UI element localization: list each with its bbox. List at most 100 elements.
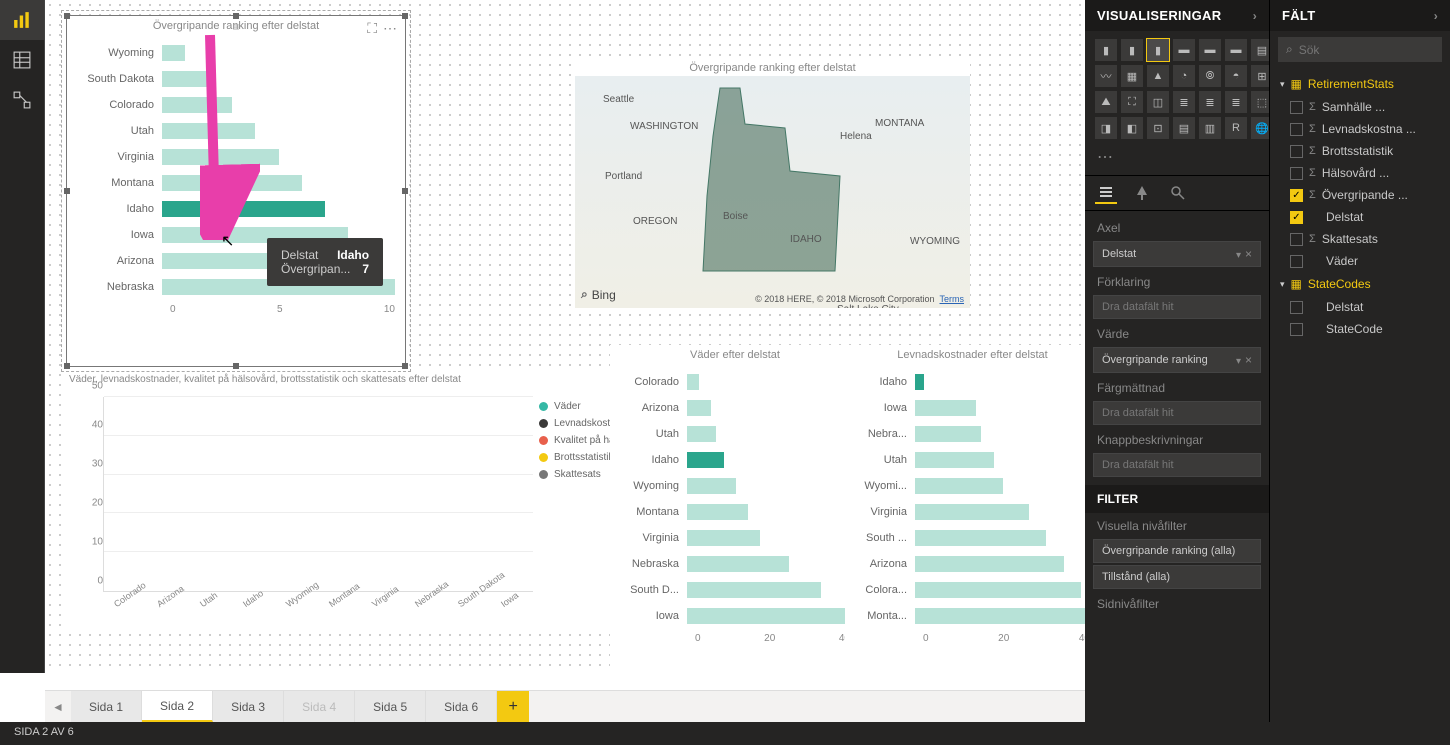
field-item[interactable]: ✓Delstat — [1270, 206, 1450, 228]
field-table-header[interactable]: ▾▦RetirementStats — [1270, 72, 1450, 96]
page-tab[interactable]: Sida 5 — [355, 691, 426, 722]
viz-type-icon[interactable]: ◓ — [1225, 65, 1247, 87]
filter-item[interactable]: Tillstånd (alla) — [1093, 565, 1261, 589]
viz-type-icon[interactable]: ▮ — [1147, 39, 1169, 61]
viz-type-icon[interactable]: ◧ — [1121, 117, 1143, 139]
hbar-row[interactable]: Wyoming — [620, 473, 850, 499]
visual-more-icon[interactable]: ⋯ — [383, 20, 397, 37]
hbar-row[interactable]: Monta... — [855, 603, 1090, 629]
hbar-row[interactable]: Virginia — [620, 525, 850, 551]
viz-type-icon[interactable]: ≣ — [1225, 91, 1247, 113]
viz-type-icon[interactable]: ▮ — [1095, 39, 1117, 61]
field-checkbox[interactable] — [1290, 101, 1303, 114]
nav-model-view[interactable] — [0, 80, 44, 120]
field-item[interactable]: ✓ΣÖvergripande ... — [1270, 184, 1450, 206]
hbar-row[interactable]: Utah — [620, 421, 850, 447]
fields-search[interactable]: ⌕ — [1278, 37, 1442, 62]
hbar-row[interactable]: Nebraska — [620, 551, 850, 577]
viz-type-icon[interactable]: ⦾ — [1199, 65, 1221, 87]
hbar-row[interactable]: Virginia — [855, 499, 1090, 525]
page-add-button[interactable]: + — [497, 691, 529, 722]
viz-type-icon[interactable]: ▲ — [1147, 65, 1169, 87]
page-tab[interactable]: Sida 4 — [284, 691, 355, 722]
viz-type-icon[interactable]: ◫ — [1147, 91, 1169, 113]
field-table-header[interactable]: ▾▦StateCodes — [1270, 272, 1450, 296]
tab-fields[interactable] — [1095, 182, 1117, 204]
viz-type-icon[interactable]: ⛶ — [1121, 91, 1143, 113]
field-item[interactable]: ΣBrottsstatistik — [1270, 140, 1450, 162]
field-checkbox[interactable] — [1290, 323, 1303, 336]
visual-cost-bar[interactable]: Levnadskostnader efter delstat IdahoIowa… — [845, 345, 1100, 670]
field-checkbox[interactable]: ✓ — [1290, 211, 1303, 224]
viz-type-icon[interactable]: ▤ — [1173, 117, 1195, 139]
viz-type-icon[interactable]: ⬚ — [1251, 91, 1270, 113]
page-prev[interactable]: ◄ — [45, 691, 71, 722]
hbar-row[interactable]: Nebra... — [855, 421, 1090, 447]
field-checkbox[interactable] — [1290, 301, 1303, 314]
viz-type-icon[interactable]: 🌐 — [1251, 117, 1270, 139]
tab-analytics[interactable] — [1167, 182, 1189, 204]
well-saturation-drop[interactable]: Dra datafält hit — [1093, 401, 1261, 425]
field-item[interactable]: Delstat — [1270, 296, 1450, 318]
viz-type-icon[interactable]: ▬ — [1173, 39, 1195, 61]
hbar-row[interactable]: South ... — [855, 525, 1090, 551]
hbar-row[interactable]: Colora... — [855, 577, 1090, 603]
visualizations-header[interactable]: VISUALISERINGAR› — [1085, 0, 1269, 31]
field-item[interactable]: ΣHälsovård ... — [1270, 162, 1450, 184]
viz-type-icon[interactable]: ▬ — [1225, 39, 1247, 61]
nav-report-view[interactable] — [0, 0, 44, 40]
hbar-row[interactable]: Idaho — [855, 369, 1090, 395]
hbar-row[interactable]: Colorado — [620, 369, 850, 395]
hbar-row[interactable]: South D... — [620, 577, 850, 603]
viz-type-icon[interactable]: ⊞ — [1251, 65, 1270, 87]
field-item[interactable]: Väder — [1270, 250, 1450, 272]
field-item[interactable]: StateCode — [1270, 318, 1450, 340]
visual-clustered-column[interactable]: Väder, levnadskostnader, kvalitet på häl… — [63, 372, 653, 632]
fields-header[interactable]: FÄLT› — [1270, 0, 1450, 31]
hbar-row[interactable]: Idaho — [620, 447, 850, 473]
viz-type-icon[interactable]: ◔ — [1173, 65, 1195, 87]
field-checkbox[interactable] — [1290, 233, 1303, 246]
viz-type-icon[interactable]: ▮ — [1121, 39, 1143, 61]
well-tooltips-drop[interactable]: Dra datafält hit — [1093, 453, 1261, 477]
visual-focus-icon[interactable]: ⛶ — [367, 20, 377, 37]
page-tab[interactable]: Sida 3 — [213, 691, 284, 722]
hbar-row[interactable]: Wyomi... — [855, 473, 1090, 499]
well-value-value[interactable]: Övergripande ranking▾× — [1093, 347, 1261, 373]
visual-map[interactable]: Övergripande ranking efter delstat ⌕Bing… — [575, 58, 970, 313]
page-tab[interactable]: Sida 1 — [71, 691, 142, 722]
field-checkbox[interactable] — [1290, 145, 1303, 158]
viz-type-icon[interactable]: ⛰ — [1095, 91, 1117, 113]
remove-field-icon[interactable]: × — [1245, 247, 1252, 261]
well-legend-drop[interactable]: Dra datafält hit — [1093, 295, 1261, 319]
map-terms-link[interactable]: Terms — [940, 294, 965, 304]
hbar-row[interactable]: Utah — [855, 447, 1090, 473]
hbar-row[interactable]: Montana — [620, 499, 850, 525]
filter-item[interactable]: Övergripande ranking (alla) — [1093, 539, 1261, 563]
viz-type-icon[interactable]: ≣ — [1173, 91, 1195, 113]
viz-type-icon[interactable]: ≣ — [1199, 91, 1221, 113]
viz-type-icon[interactable]: ▬ — [1199, 39, 1221, 61]
nav-data-view[interactable] — [0, 40, 44, 80]
tab-format[interactable] — [1131, 182, 1153, 204]
page-tab[interactable]: Sida 2 — [142, 691, 213, 722]
hbar-row[interactable]: Arizona — [620, 395, 850, 421]
well-axis-value[interactable]: Delstat▾× — [1093, 241, 1261, 267]
field-item[interactable]: ΣLevnadskostna ... — [1270, 118, 1450, 140]
search-input[interactable] — [1299, 43, 1434, 57]
viz-type-icon[interactable]: 〰 — [1095, 65, 1117, 87]
viz-type-icon[interactable]: R — [1225, 117, 1247, 139]
field-checkbox[interactable] — [1290, 167, 1303, 180]
field-item[interactable]: ΣSamhälle ... — [1270, 96, 1450, 118]
report-canvas[interactable]: ≡ ⛶ ⋯ Övergripande ranking efter delstat… — [45, 0, 1085, 673]
field-item[interactable]: ΣSkattesats — [1270, 228, 1450, 250]
hbar-row[interactable]: Iowa — [855, 395, 1090, 421]
viz-type-icon[interactable]: ⊡ — [1147, 117, 1169, 139]
viz-type-icon[interactable]: ◨ — [1095, 117, 1117, 139]
viz-more-icon[interactable]: ⋯ — [1085, 143, 1269, 175]
viz-type-icon[interactable]: ▦ — [1121, 65, 1143, 87]
field-checkbox[interactable] — [1290, 123, 1303, 136]
viz-type-icon[interactable]: ▤ — [1251, 39, 1270, 61]
field-checkbox[interactable]: ✓ — [1290, 189, 1303, 202]
viz-type-icon[interactable]: ▥ — [1199, 117, 1221, 139]
